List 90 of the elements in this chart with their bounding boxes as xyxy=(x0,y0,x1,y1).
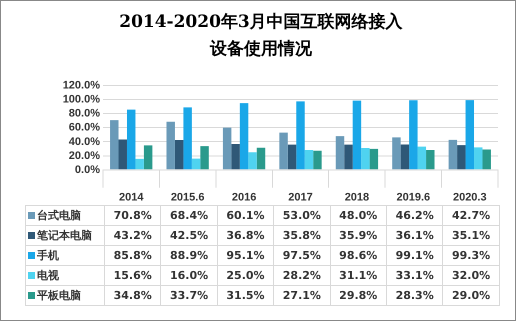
data-label: 35.1% xyxy=(442,226,500,246)
bar xyxy=(279,132,288,170)
y-tick-label: 60.0% xyxy=(68,122,100,134)
bar xyxy=(166,122,175,170)
data-label: 34.8% xyxy=(104,286,161,306)
bar xyxy=(344,144,353,170)
data-label: 16.0% xyxy=(160,266,218,286)
bar xyxy=(361,148,370,170)
x-tick-label: 2016 xyxy=(232,191,256,204)
data-label: 31.5% xyxy=(217,286,274,306)
bar xyxy=(482,149,491,170)
data-label: 28.3% xyxy=(386,286,443,306)
bar xyxy=(409,100,418,170)
data-label: 15.6% xyxy=(104,266,161,286)
data-label: 36.8% xyxy=(217,226,274,246)
bar xyxy=(174,140,184,170)
bar xyxy=(240,103,248,170)
data-label: 28.2% xyxy=(274,266,330,286)
data-label: 35.8% xyxy=(274,226,330,246)
chart-title: 2014-2020年3月中国互联网络接入设备使用情况 xyxy=(118,11,404,61)
x-tick-label: 2020.3 xyxy=(452,191,487,204)
bar xyxy=(400,144,410,170)
y-tick-label: 80.0% xyxy=(68,108,100,120)
data-label: 99.1% xyxy=(386,246,443,266)
data-label: 99.3% xyxy=(442,246,500,266)
bar xyxy=(126,110,136,170)
y-tick-label: 100.0% xyxy=(62,94,100,106)
x-tick-label: 2018 xyxy=(344,191,370,204)
bar xyxy=(336,136,344,170)
data-label: 33.7% xyxy=(160,286,218,306)
bar xyxy=(222,128,232,170)
legend-label: 电视 xyxy=(26,266,104,286)
bar xyxy=(118,139,127,170)
bar xyxy=(288,144,296,170)
data-label: 36.1% xyxy=(386,226,443,246)
x-tick-label: 2019.6 xyxy=(396,191,430,204)
bar xyxy=(466,100,474,170)
bar xyxy=(183,107,192,170)
data-label: 27.1% xyxy=(274,286,330,306)
bar xyxy=(192,158,200,170)
data-label: 29.0% xyxy=(442,286,500,306)
legend-label: 平板电脑 xyxy=(26,286,104,306)
data-label: 85.8% xyxy=(104,246,161,266)
data-label: 32.0% xyxy=(442,266,500,286)
bar xyxy=(256,148,266,170)
data-label: 88.9% xyxy=(160,246,218,266)
data-label: 33.1% xyxy=(386,266,443,286)
data-label: 31.1% xyxy=(330,266,386,286)
legend-label: 台式电脑 xyxy=(26,206,104,226)
legend-label: 手机 xyxy=(26,246,104,266)
data-label: 60.1% xyxy=(217,206,274,226)
bar xyxy=(144,145,152,170)
bar xyxy=(474,147,482,170)
x-tick-label: 2017 xyxy=(288,191,313,204)
bar xyxy=(296,101,305,170)
bar xyxy=(110,120,119,170)
bar xyxy=(200,146,209,170)
data-label: 42.7% xyxy=(442,206,500,226)
data-label: 46.2% xyxy=(386,206,443,226)
bar xyxy=(418,146,426,170)
bar xyxy=(426,150,435,170)
bar xyxy=(457,145,466,170)
x-tick-label: 2015.6 xyxy=(170,191,204,204)
bar xyxy=(352,100,362,170)
data-label: 35.9% xyxy=(330,226,386,246)
y-tick-label: 40.0% xyxy=(68,136,100,148)
data-label: 95.1% xyxy=(217,246,274,266)
data-label: 98.6% xyxy=(330,246,386,266)
bar xyxy=(313,150,322,170)
bar xyxy=(231,144,240,170)
bar xyxy=(392,137,401,170)
data-label: 53.0% xyxy=(274,206,330,226)
x-tick-label: 2014 xyxy=(118,191,144,204)
data-label: 48.0% xyxy=(330,206,386,226)
data-label: 70.8% xyxy=(104,206,161,226)
bar xyxy=(248,152,257,170)
data-label: 29.8% xyxy=(330,286,386,306)
legend-label: 笔记本电脑 xyxy=(26,226,104,246)
data-label: 68.4% xyxy=(160,206,218,226)
y-tick-label: 20.0% xyxy=(68,150,100,162)
data-label: 42.5% xyxy=(160,226,218,246)
bar xyxy=(304,150,314,170)
data-label: 25.0% xyxy=(217,266,274,286)
bar xyxy=(448,140,458,170)
bar xyxy=(370,148,378,170)
bar xyxy=(135,158,144,170)
data-label: 43.2% xyxy=(104,226,161,246)
data-label: 97.5% xyxy=(274,246,330,266)
y-tick-label: 0.0% xyxy=(74,164,100,176)
y-tick-label: 120.0% xyxy=(62,80,100,92)
